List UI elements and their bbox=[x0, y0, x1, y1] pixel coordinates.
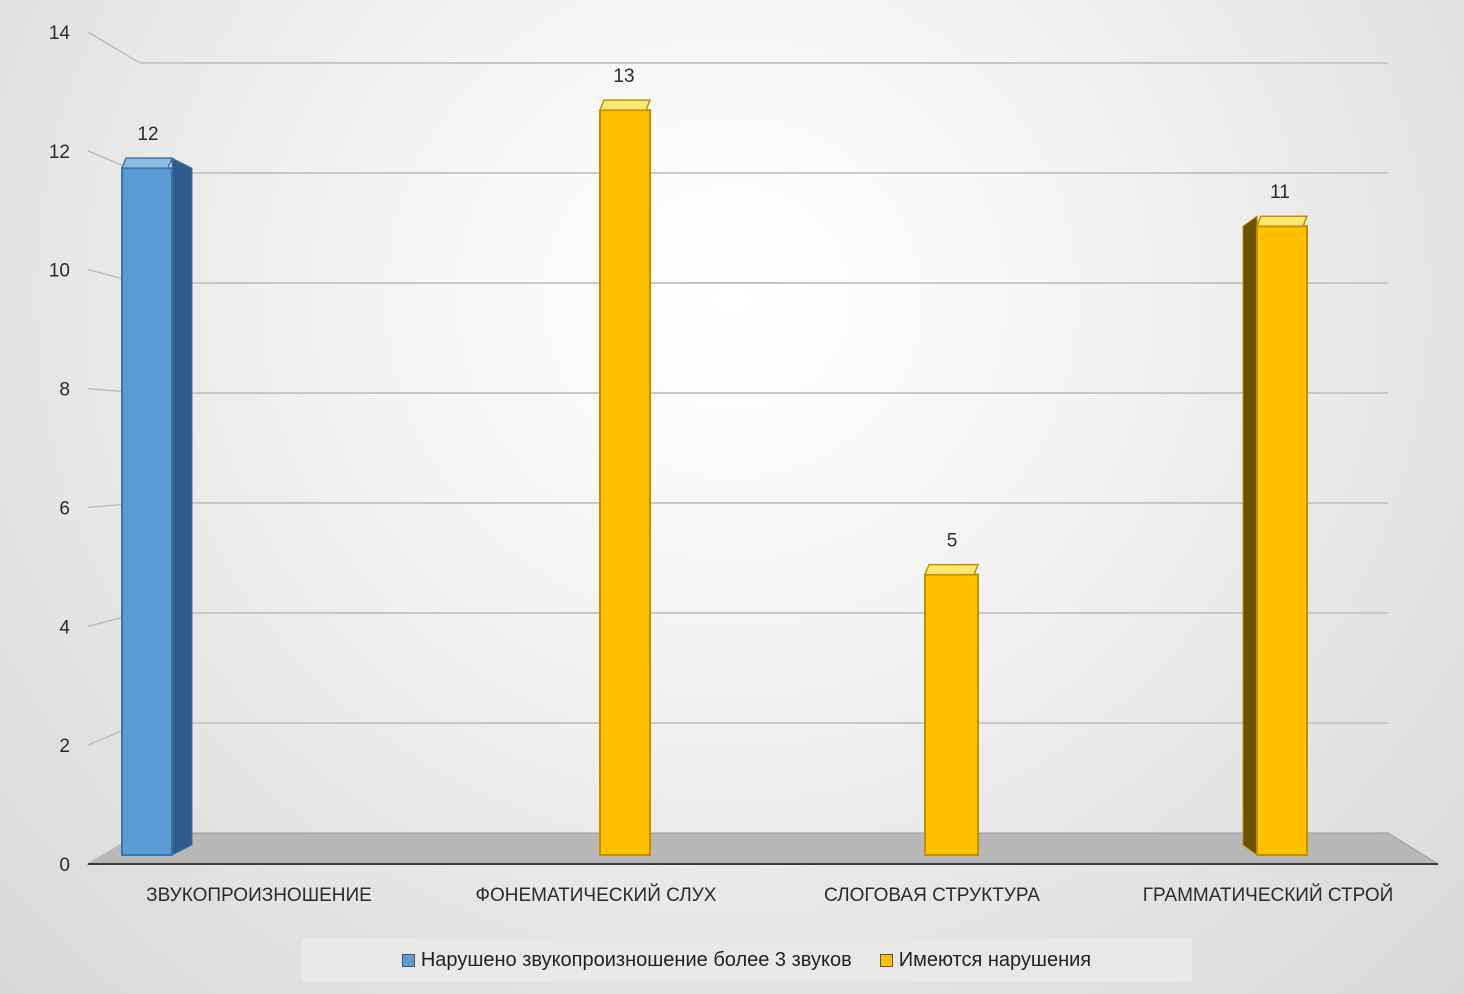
bar-0 bbox=[121, 167, 173, 856]
legend-label-series-1: Нарушено звукопроизношение более 3 звуко… bbox=[420, 948, 852, 971]
y-tick-label: 12 bbox=[49, 142, 70, 163]
y-tick-label: 4 bbox=[59, 617, 70, 638]
bar-top-1 bbox=[598, 99, 652, 111]
y-tick-label: 10 bbox=[49, 261, 70, 282]
legend-label-series-2: Имеются нарушения bbox=[898, 948, 1092, 971]
floor bbox=[86, 832, 1440, 865]
bar-2 bbox=[924, 573, 979, 857]
legend-item-series-2: Имеются нарушения bbox=[879, 948, 1092, 972]
bar-1 bbox=[599, 109, 651, 857]
legend-item-series-1: Нарушено звукопроизношение более 3 звуко… bbox=[401, 948, 852, 972]
y-tick-label: 14 bbox=[49, 23, 71, 44]
y-tick-label: 8 bbox=[59, 380, 70, 401]
y-tick-label: 0 bbox=[59, 855, 70, 876]
data-label-2: 5 bbox=[947, 531, 958, 552]
gridline-side bbox=[87, 31, 141, 64]
data-label-1: 13 bbox=[613, 66, 634, 87]
bar-side-0 bbox=[171, 157, 193, 856]
bar-side-3 bbox=[1242, 215, 1258, 856]
legend-swatch-yellow bbox=[879, 953, 893, 967]
category-label-2: СЛОГОВАЯ СТРУКТУРА bbox=[824, 885, 1040, 906]
bar-3 bbox=[1256, 225, 1308, 856]
y-tick-label: 2 bbox=[59, 736, 70, 757]
bar-top-3 bbox=[1255, 215, 1309, 227]
legend: Нарушено звукопроизношение более 3 звуко… bbox=[301, 938, 1192, 982]
category-label-3: ГРАММАТИЧЕСКИЙ СТРОЙ bbox=[1143, 884, 1394, 906]
bar-top-0 bbox=[120, 157, 174, 169]
data-label-3: 11 bbox=[1270, 182, 1290, 203]
category-label-1: ФОНЕМАТИЧЕСКИЙ СЛУХ bbox=[476, 884, 717, 906]
y-tick-label: 6 bbox=[59, 498, 70, 519]
data-label-0: 12 bbox=[137, 124, 158, 145]
legend-swatch-blue bbox=[401, 953, 415, 967]
bar-top-2 bbox=[923, 563, 980, 576]
category-label-0: ЗВУКОПРОИЗНОШЕНИЕ bbox=[146, 885, 372, 906]
